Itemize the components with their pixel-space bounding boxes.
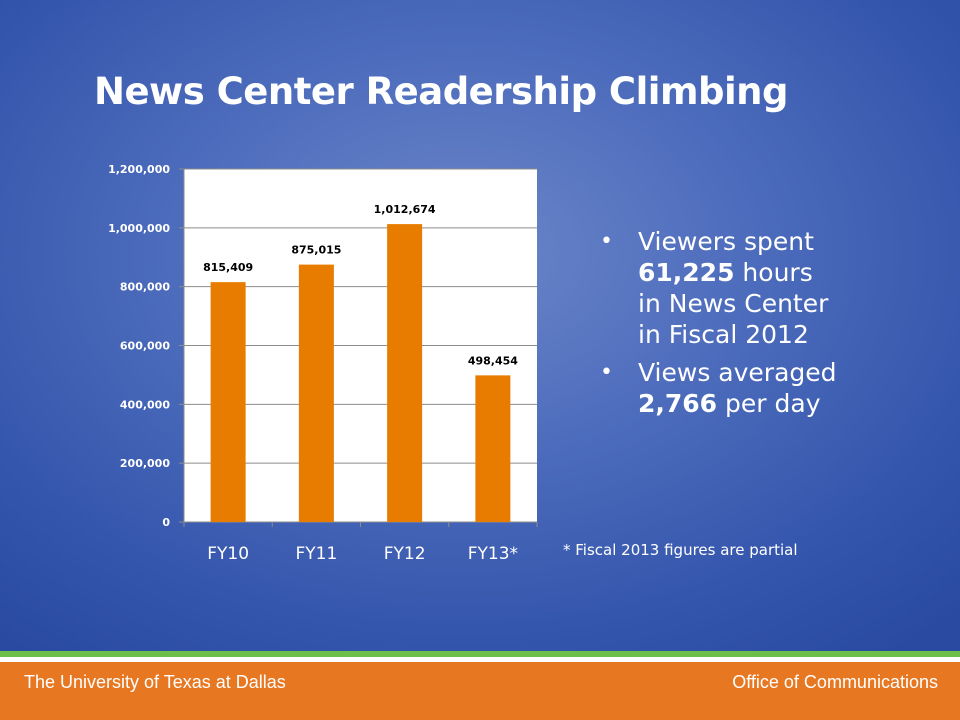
x-category-label: FY10 xyxy=(207,544,249,564)
green-stripe xyxy=(0,651,960,657)
bar xyxy=(298,264,334,522)
x-category-label: FY11 xyxy=(295,544,337,564)
bullet-line: in News Center xyxy=(638,288,900,319)
bullet-highlight: 61,225 xyxy=(638,258,735,287)
bullet-dot-icon: • xyxy=(600,360,613,385)
bullet-text: Viewers spent xyxy=(638,227,814,256)
bar xyxy=(475,375,511,522)
y-tick-label: 600,000 xyxy=(120,340,170,353)
footnote: * Fiscal 2013 figures are partial xyxy=(563,541,798,559)
bullet-text: in Fiscal 2012 xyxy=(638,320,809,349)
bullet-highlight: 2,766 xyxy=(638,389,718,418)
bar-value-label: 815,409 xyxy=(203,261,253,274)
y-tick-label: 1,000,000 xyxy=(108,222,170,235)
y-tick-label: 400,000 xyxy=(120,398,170,411)
y-tick-label: 200,000 xyxy=(120,457,170,470)
bullet-text: per day xyxy=(717,389,821,418)
bar xyxy=(387,224,423,522)
footer-bar: The University of Texas at Dallas Office… xyxy=(0,662,960,720)
y-tick-label: 1,200,000 xyxy=(108,163,170,176)
bar-value-label: 1,012,674 xyxy=(374,203,436,216)
bar-value-label: 875,015 xyxy=(291,244,341,257)
footer-university-name: The University of Texas at Dallas xyxy=(24,672,286,692)
bullet-text: in News Center xyxy=(638,289,829,318)
slide-title: News Center Readership Climbing xyxy=(94,70,789,113)
bullet-item: • Views averaged 2,766 per day xyxy=(600,357,900,419)
white-stripe xyxy=(0,657,960,662)
y-tick-label: 800,000 xyxy=(120,281,170,294)
bullet-line: in Fiscal 2012 xyxy=(638,319,900,350)
bullet-line: 2,766 per day xyxy=(638,388,900,419)
bar-value-label: 498,454 xyxy=(468,354,518,367)
x-category-label: FY13* xyxy=(468,544,518,564)
x-category-label: FY12 xyxy=(384,544,426,564)
footer-office-name: Office of Communications xyxy=(732,672,938,692)
bullet-list: • Viewers spent 61,225 hours in News Center… xyxy=(600,226,900,426)
bullet-line: 61,225 hours xyxy=(638,257,900,288)
bullet-line: Viewers spent xyxy=(638,226,900,257)
bullet-line: Views averaged xyxy=(638,357,900,388)
bullet-text: hours xyxy=(734,258,813,287)
y-tick-label: 0 xyxy=(162,516,170,529)
bullet-item: • Viewers spent 61,225 hours in News Center… xyxy=(600,226,900,350)
bullet-dot-icon: • xyxy=(600,229,613,254)
bullet-text: Views averaged xyxy=(638,358,837,387)
bar xyxy=(210,282,246,522)
